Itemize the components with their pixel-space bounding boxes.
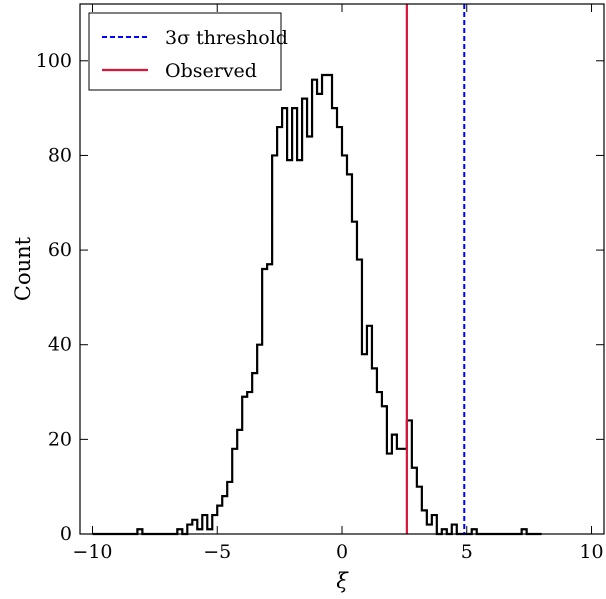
plot-area (92, 4, 542, 536)
y-tick-label: 0 (60, 523, 72, 545)
histogram-step-line (92, 73, 542, 536)
x-tick-label: 10 (579, 541, 603, 563)
legend-label-observed: Observed (165, 60, 257, 82)
y-tick-label: 100 (36, 50, 72, 72)
y-axis-label: Count (11, 236, 35, 301)
y-tick-label: 20 (48, 428, 72, 450)
y-tick-label: 60 (48, 239, 72, 261)
x-tick-label: 0 (336, 541, 348, 563)
legend-box (88, 12, 282, 91)
x-tick-label: 5 (461, 541, 473, 563)
x-tick-label: −10 (72, 541, 112, 563)
x-tick-label: −5 (203, 541, 231, 563)
y-tick-label: 80 (48, 144, 72, 166)
x-axis-label: ξ (336, 569, 349, 593)
legend-label-3-threshold: 3σ threshold (165, 27, 288, 49)
legend: 3σ threshold Observed (88, 12, 288, 91)
y-tick-label: 40 (48, 334, 72, 356)
